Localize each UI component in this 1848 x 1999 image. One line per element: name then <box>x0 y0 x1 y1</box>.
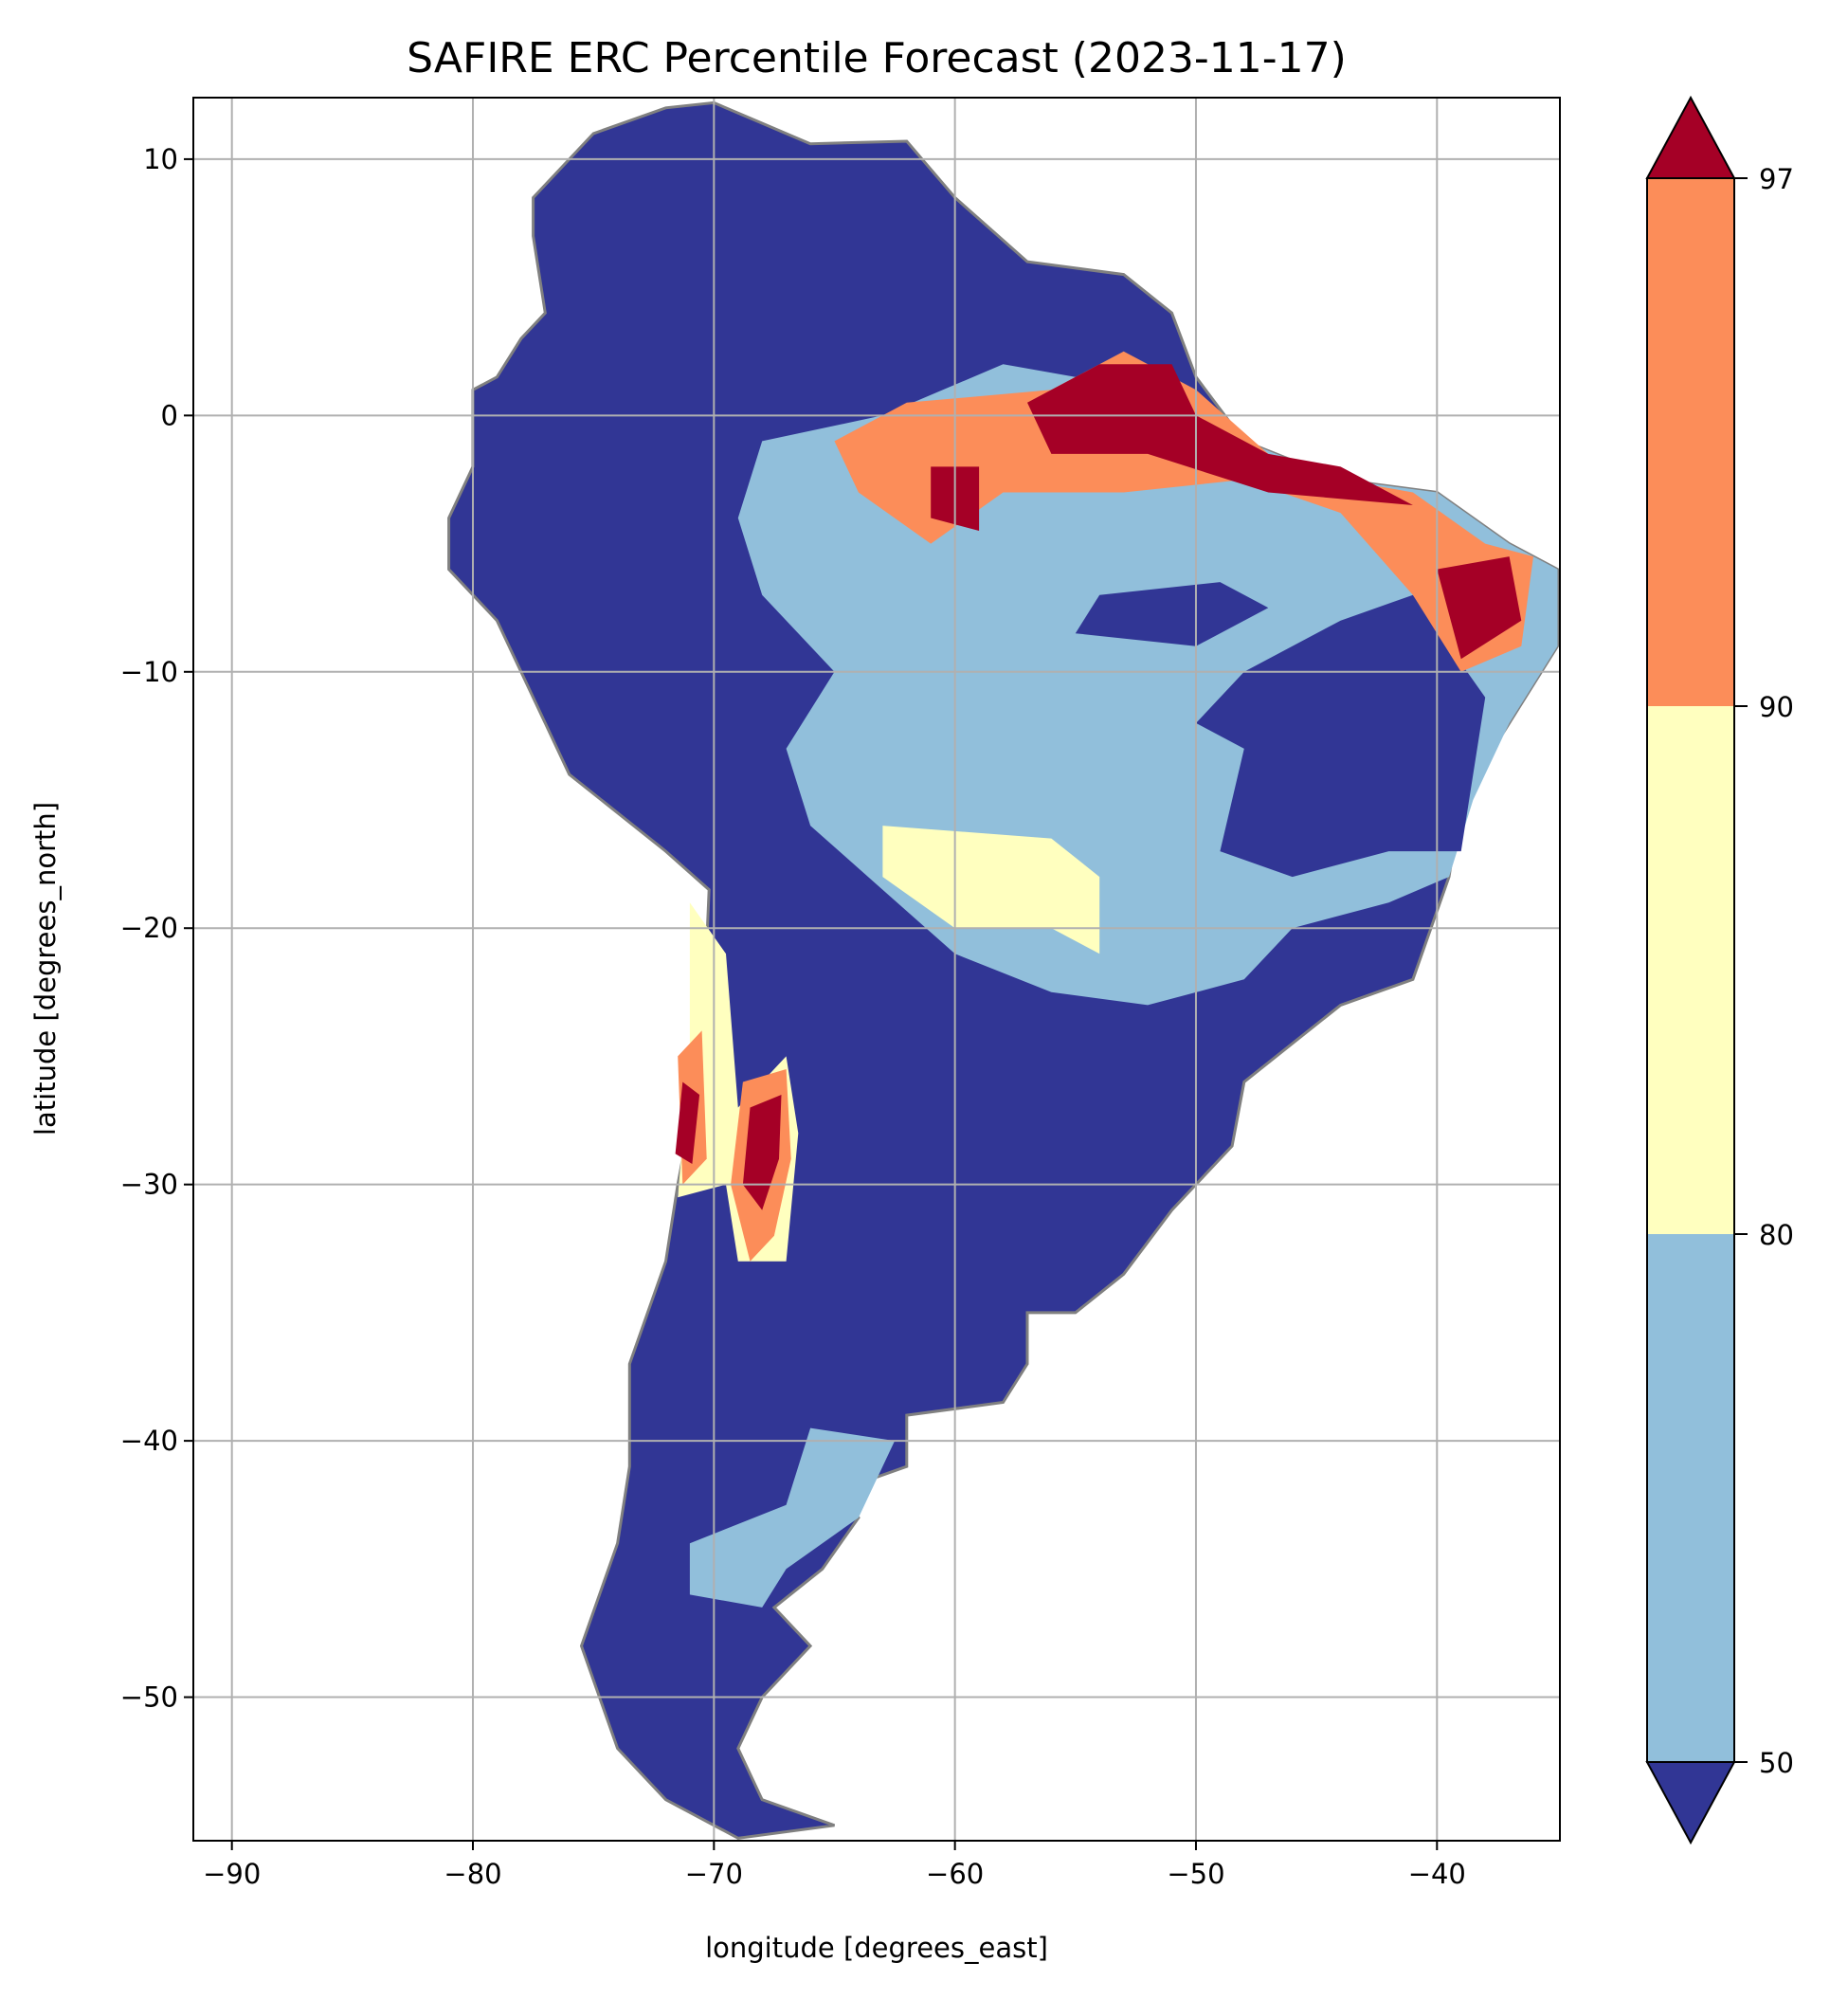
x-tick-label: −90 <box>203 1858 261 1890</box>
x-ticks: −90 −80 −70 −60 −50 −40 <box>203 1841 1466 1890</box>
x-axis-label: longitude [degrees_east] <box>705 1932 1048 1964</box>
region-gt97 <box>742 1095 782 1210</box>
y-tick-label: −40 <box>120 1425 178 1457</box>
grid-layer <box>193 98 1560 1841</box>
chart-title: SAFIRE ERC Percentile Forecast (2023-11-… <box>407 34 1347 82</box>
colorbar-tick-label: 80 <box>1759 1219 1794 1251</box>
y-tick-label: −10 <box>120 656 178 688</box>
region-lt50 <box>1075 582 1269 646</box>
colorbar-bin <box>1647 1234 1734 1762</box>
map-layer <box>447 100 1559 1840</box>
y-ticks: 10 0 −10 −20 −30 −40 −50 <box>120 143 193 1714</box>
y-tick-label: −50 <box>120 1681 178 1714</box>
region-lt50 <box>1196 594 1486 878</box>
x-tick-label: −70 <box>685 1858 743 1890</box>
y-tick-label: −20 <box>120 912 178 944</box>
colorbar-extend-max <box>1645 95 1736 179</box>
colorbar: 50 80 90 97 <box>1645 95 1794 1845</box>
region-90-97 <box>834 351 1533 672</box>
axes-frame <box>192 97 1561 1842</box>
colorbar-bin <box>1647 706 1734 1234</box>
region-gt97 <box>675 1081 700 1164</box>
x-tick-label: −80 <box>444 1858 501 1890</box>
colorbar-frame <box>1646 177 1735 1763</box>
region-gt97 <box>1027 364 1413 505</box>
colorbar-tick-label: 90 <box>1759 691 1794 723</box>
colorbar-tick-label: 50 <box>1759 1747 1794 1779</box>
colorbar-bin <box>1647 178 1734 706</box>
region-gt97 <box>1437 556 1522 660</box>
colorbar-extend-min <box>1645 1761 1736 1845</box>
region-50-80 <box>689 1427 896 1608</box>
region-80-90 <box>882 826 1100 954</box>
x-tick-label: −40 <box>1408 1858 1466 1890</box>
x-tick-label: −50 <box>1167 1858 1224 1890</box>
y-tick-label: 10 <box>143 143 178 175</box>
y-tick-label: −30 <box>120 1169 178 1201</box>
colorbar-tick-label: 97 <box>1759 163 1794 195</box>
y-tick-label: 0 <box>161 399 178 431</box>
y-axis-label: latitude [degrees_north] <box>29 802 62 1136</box>
x-tick-label: −60 <box>926 1858 984 1890</box>
